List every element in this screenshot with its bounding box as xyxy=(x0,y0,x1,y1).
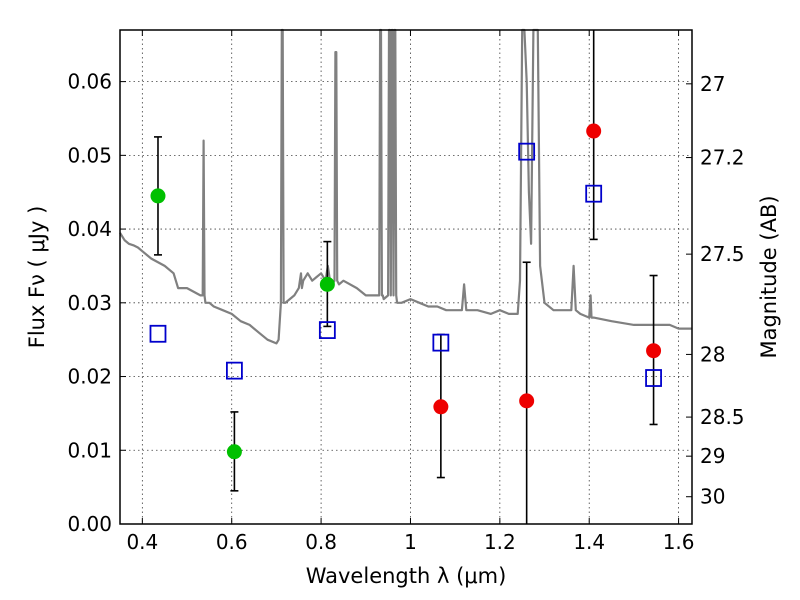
y-tick-label: 0.02 xyxy=(67,365,112,389)
right-axis-label: Magnitude (AB) xyxy=(757,195,781,358)
right-tick-label: 30 xyxy=(700,485,725,509)
y-tick-label: 0.01 xyxy=(67,438,112,462)
y-tick-label: 0.04 xyxy=(67,217,112,241)
data-point-circle xyxy=(319,276,335,292)
data-point-circle xyxy=(150,188,166,204)
model-spectrum xyxy=(119,28,692,345)
data-point-circle xyxy=(433,399,449,415)
right-tick-label: 27.5 xyxy=(700,242,745,266)
y-axis-label: Flux Fν ( μJy ) xyxy=(25,206,49,349)
right-tick-label: 27.2 xyxy=(700,146,745,170)
data-point-square xyxy=(585,184,603,203)
tick-labels: 0.4 0.6 0.8 1 1.2 1.4 1.6 0.00 0.01 0.02 0.03 0.04 0… xyxy=(67,70,744,554)
right-tick-label: 29 xyxy=(700,444,725,468)
y-tick-label: 0.05 xyxy=(67,143,112,167)
axis-ticks xyxy=(120,30,692,525)
grid-lines xyxy=(120,30,692,524)
photometry-points xyxy=(149,30,662,524)
data-point-square xyxy=(318,321,336,339)
data-point-square xyxy=(518,142,536,161)
right-tick-label: 27 xyxy=(700,72,725,96)
y-tick-label: 0.03 xyxy=(67,291,112,315)
data-point-circle xyxy=(519,393,535,409)
x-tick-label: 0.8 xyxy=(305,530,337,554)
x-tick-label: 1.6 xyxy=(663,530,695,554)
x-tick-label: 0.4 xyxy=(126,530,158,554)
plot-frame xyxy=(119,29,693,525)
data-point-circle xyxy=(646,343,662,359)
x-tick-label: 0.6 xyxy=(216,530,248,554)
y-tick-label: 0.06 xyxy=(67,70,112,94)
data-point-circle xyxy=(226,444,242,460)
data-point-circle xyxy=(586,123,602,139)
x-tick-label: 1.4 xyxy=(573,530,605,554)
right-tick-label: 28 xyxy=(700,342,725,366)
x-tick-label: 1 xyxy=(404,530,417,554)
x-tick-label: 1.2 xyxy=(484,530,516,554)
data-point-square xyxy=(149,324,167,343)
spectrum-line xyxy=(119,28,692,345)
data-point-square xyxy=(432,333,450,352)
right-tick-label: 28.5 xyxy=(700,405,745,429)
x-axis-label: Wavelength λ (μm) xyxy=(306,564,507,588)
data-point-square xyxy=(645,369,662,387)
data-point-square xyxy=(225,361,243,380)
y-tick-label: 0.00 xyxy=(67,512,112,536)
